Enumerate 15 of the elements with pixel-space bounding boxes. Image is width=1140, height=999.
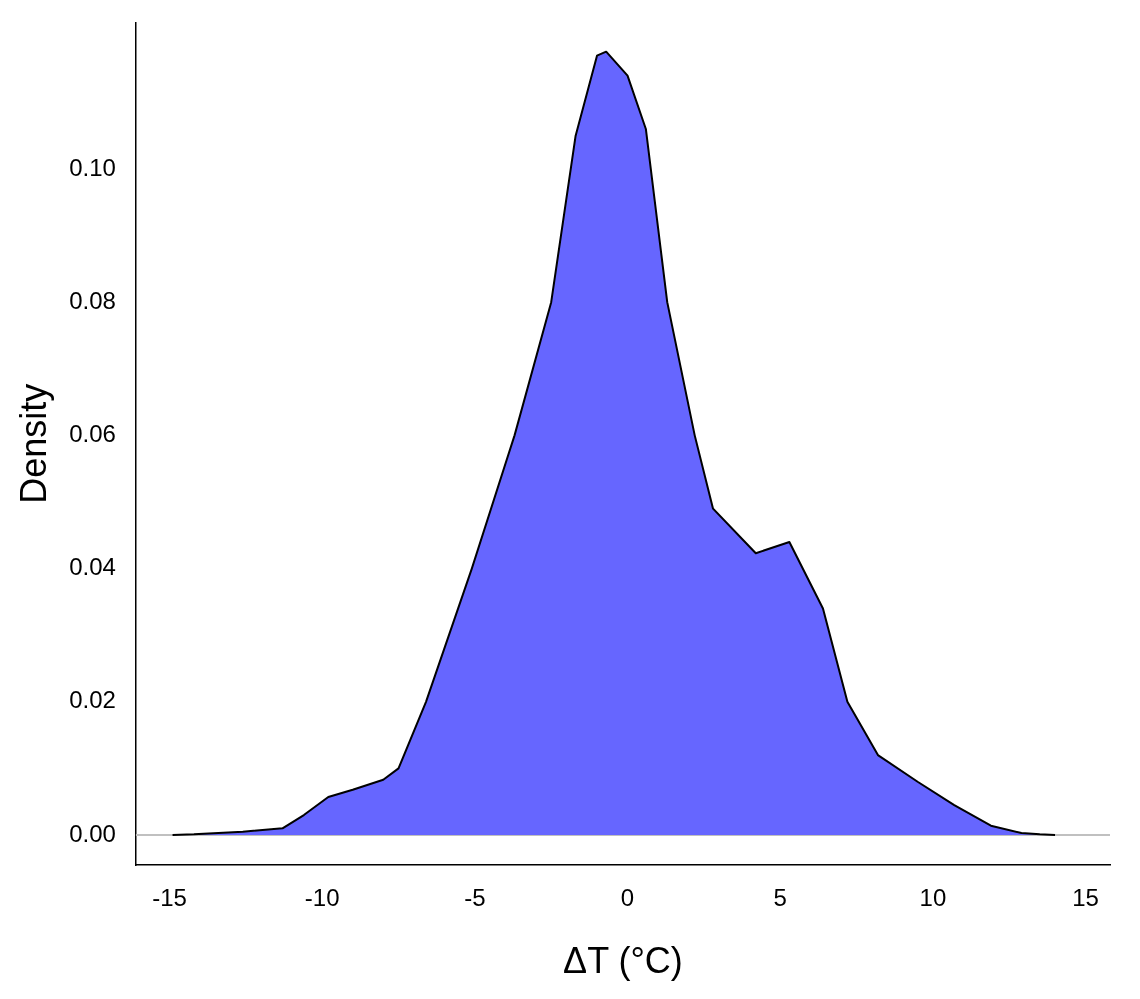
x-tick-label: 10 [919,884,947,912]
x-tick-label: 15 [1072,884,1099,912]
x-tick-label: -10 [304,884,340,912]
y-tick-label: 0.02 [69,686,116,714]
y-tick-label: 0.08 [69,286,116,314]
y-tick-label: 0.10 [69,153,116,181]
x-axis-title: ΔT (°C) [563,940,683,982]
x-tick-label: 0 [620,884,635,912]
x-tick-label: -15 [152,884,187,912]
x-tick-label: -5 [464,884,486,912]
y-tick-label: 0.06 [69,420,116,447]
y-axis-title: Density [12,383,54,504]
x-tick-label: 5 [773,884,787,912]
y-tick-label: 0.04 [69,553,116,581]
y-tick-label: 0.00 [69,819,116,847]
